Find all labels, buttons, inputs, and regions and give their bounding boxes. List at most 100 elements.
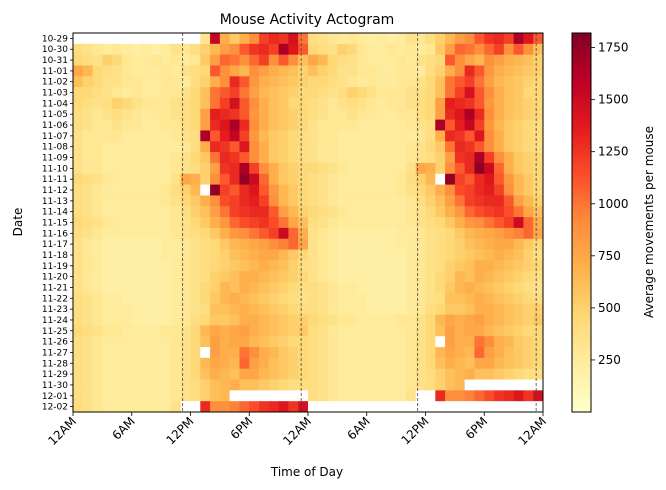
heatmap-cell bbox=[513, 249, 524, 261]
heatmap-cell bbox=[102, 325, 113, 337]
heatmap-cell bbox=[249, 271, 260, 283]
heatmap-cell bbox=[503, 292, 515, 305]
heatmap-cell bbox=[73, 217, 84, 229]
heatmap-cell bbox=[210, 314, 221, 326]
heatmap-cell bbox=[229, 108, 240, 121]
heatmap-cell bbox=[121, 227, 133, 240]
heatmap-cell bbox=[151, 347, 162, 359]
heatmap-cell bbox=[337, 33, 348, 45]
heatmap-cell bbox=[170, 282, 182, 294]
heatmap-cell bbox=[161, 65, 172, 77]
heatmap-cell bbox=[249, 97, 260, 110]
heatmap-cell bbox=[396, 227, 407, 240]
heatmap-cell bbox=[356, 282, 368, 294]
heatmap-cell bbox=[533, 390, 544, 402]
heatmap-cell bbox=[513, 282, 524, 294]
heatmap-cell bbox=[405, 162, 417, 175]
heatmap-cell bbox=[533, 227, 544, 240]
heatmap-cell bbox=[121, 65, 133, 77]
heatmap-cell bbox=[366, 76, 377, 88]
heatmap-cell bbox=[308, 108, 319, 121]
heatmap-cell bbox=[386, 87, 397, 99]
heatmap-cell bbox=[82, 249, 93, 261]
heatmap-cell bbox=[112, 87, 123, 99]
heatmap-cell bbox=[92, 238, 103, 250]
heatmap-cell bbox=[376, 54, 387, 66]
heatmap-cell bbox=[396, 238, 407, 250]
heatmap-cell bbox=[454, 184, 466, 196]
heatmap-cell bbox=[190, 390, 201, 402]
heatmap-cell bbox=[288, 271, 299, 283]
heatmap-cell bbox=[102, 390, 113, 402]
heatmap-cell bbox=[73, 260, 84, 272]
heatmap-cell bbox=[503, 227, 515, 240]
heatmap-cell bbox=[386, 141, 397, 153]
heatmap-cell bbox=[474, 43, 485, 56]
heatmap-cell bbox=[405, 303, 417, 315]
heatmap-cell bbox=[405, 87, 417, 99]
heatmap-cell bbox=[317, 162, 328, 175]
heatmap-cell bbox=[229, 217, 240, 229]
heatmap-cell bbox=[82, 130, 93, 142]
heatmap-cell bbox=[102, 119, 113, 131]
heatmap-cell bbox=[533, 368, 544, 380]
heatmap-cell bbox=[288, 357, 299, 370]
heatmap-cell bbox=[415, 390, 426, 402]
heatmap-cell bbox=[474, 401, 485, 413]
heatmap-cell bbox=[151, 54, 162, 66]
heatmap-cell bbox=[131, 325, 142, 337]
heatmap-cell bbox=[513, 347, 524, 359]
heatmap-cell bbox=[200, 249, 211, 261]
heatmap-cell bbox=[170, 195, 182, 207]
heatmap-cell bbox=[396, 184, 407, 196]
heatmap-cell bbox=[376, 249, 387, 261]
heatmap-cell bbox=[533, 401, 544, 413]
heatmap-cell bbox=[308, 249, 319, 261]
heatmap-cell bbox=[376, 260, 387, 272]
chart-title: Mouse Activity Actogram bbox=[220, 12, 395, 28]
heatmap-cell bbox=[523, 325, 534, 337]
heatmap-cell bbox=[464, 141, 475, 153]
heatmap-cell bbox=[337, 119, 348, 131]
heatmap-cell bbox=[151, 206, 162, 218]
heatmap-cell bbox=[151, 43, 162, 56]
heatmap-cell bbox=[308, 184, 319, 196]
heatmap-cell bbox=[445, 152, 456, 164]
heatmap-cell bbox=[288, 282, 299, 294]
heatmap-cell bbox=[425, 401, 436, 413]
heatmap-cell bbox=[131, 217, 142, 229]
heatmap-cell bbox=[376, 357, 387, 370]
heatmap-cell bbox=[170, 271, 182, 283]
heatmap-cell bbox=[474, 390, 485, 402]
heatmap-cell bbox=[92, 173, 103, 185]
heatmap-cell bbox=[356, 238, 368, 250]
heatmap-cell bbox=[503, 33, 515, 45]
heatmap-cell bbox=[92, 401, 103, 413]
heatmap-cell bbox=[454, 325, 466, 337]
heatmap-cell bbox=[259, 206, 270, 218]
heatmap-cell bbox=[494, 54, 505, 66]
heatmap-cell bbox=[249, 173, 260, 185]
heatmap-cell bbox=[445, 271, 456, 283]
heatmap-cell bbox=[170, 260, 182, 272]
heatmap-cell bbox=[121, 303, 133, 315]
heatmap-cell bbox=[200, 260, 211, 272]
heatmap-cell bbox=[484, 238, 495, 250]
heatmap-cell bbox=[268, 141, 280, 153]
heatmap-cell bbox=[121, 141, 133, 153]
heatmap-cell bbox=[317, 141, 328, 153]
heatmap-cell bbox=[445, 347, 456, 359]
heatmap-cell bbox=[356, 173, 368, 185]
heatmap-cell bbox=[356, 336, 368, 348]
heatmap-cell bbox=[239, 314, 250, 326]
heatmap-cell bbox=[356, 368, 368, 380]
heatmap-cell bbox=[376, 390, 387, 402]
heatmap-cell bbox=[474, 141, 485, 153]
heatmap-cell bbox=[239, 260, 250, 272]
heatmap-cell bbox=[190, 141, 201, 153]
heatmap-cell bbox=[249, 87, 260, 99]
heatmap-cell bbox=[445, 325, 456, 337]
heatmap-cell bbox=[200, 314, 211, 326]
